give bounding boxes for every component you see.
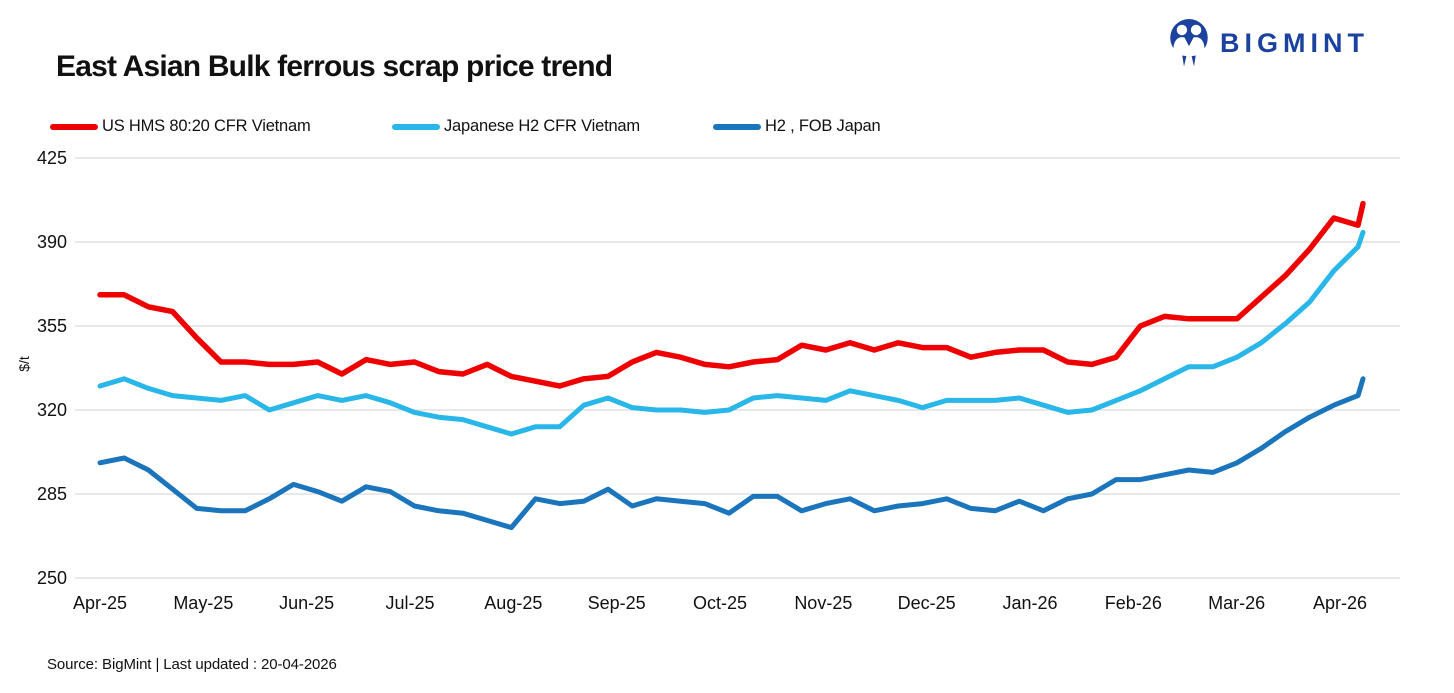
legend-swatch-blue-icon	[713, 123, 761, 130]
bigmint-logo-icon	[1170, 19, 1208, 67]
svg-text:Dec-25: Dec-25	[898, 593, 956, 613]
svg-text:250: 250	[37, 568, 67, 588]
svg-text:285: 285	[37, 484, 67, 504]
svg-text:Apr-25: Apr-25	[73, 593, 127, 613]
svg-text:Apr-26: Apr-26	[1313, 593, 1367, 613]
legend-swatch-red-icon	[50, 123, 98, 130]
svg-text:Jan-26: Jan-26	[1002, 593, 1057, 613]
legend-label-h2-fob-japan: H2 , FOB Japan	[765, 117, 881, 135]
source-note: Source: BigMint | Last updated : 20-04-2…	[47, 656, 337, 673]
bigmint-logo: BIGMINT	[1168, 18, 1369, 68]
svg-text:320: 320	[37, 400, 67, 420]
svg-text:Jun-25: Jun-25	[279, 593, 334, 613]
svg-text:Nov-25: Nov-25	[794, 593, 852, 613]
svg-text:Oct-25: Oct-25	[693, 593, 747, 613]
legend-label-us-hms: US HMS 80:20 CFR Vietnam	[102, 117, 311, 135]
svg-text:May-25: May-25	[173, 593, 233, 613]
svg-text:355: 355	[37, 316, 67, 336]
svg-text:Aug-25: Aug-25	[484, 593, 542, 613]
legend-item-us-hms: US HMS 80:20 CFR Vietnam	[50, 117, 392, 136]
legend-label-japanese-h2-cfr: Japanese H2 CFR Vietnam	[444, 117, 640, 135]
legend-item-h2-fob-japan: H2 , FOB Japan	[713, 117, 881, 136]
legend-item-japanese-h2-cfr: Japanese H2 CFR Vietnam	[392, 117, 713, 136]
legend-swatch-cyan-icon	[392, 123, 440, 130]
bigmint-logo-text: BIGMINT	[1220, 27, 1369, 58]
svg-text:Jul-25: Jul-25	[385, 593, 434, 613]
svg-text:Mar-26: Mar-26	[1208, 593, 1265, 613]
chart-title: East Asian Bulk ferrous scrap price tren…	[56, 50, 613, 83]
svg-text:390: 390	[37, 232, 67, 252]
svg-text:Sep-25: Sep-25	[588, 593, 646, 613]
chart-legend: US HMS 80:20 CFR Vietnam Japanese H2 CFR…	[50, 117, 950, 136]
svg-text:Feb-26: Feb-26	[1105, 593, 1162, 613]
svg-text:425: 425	[37, 148, 67, 168]
